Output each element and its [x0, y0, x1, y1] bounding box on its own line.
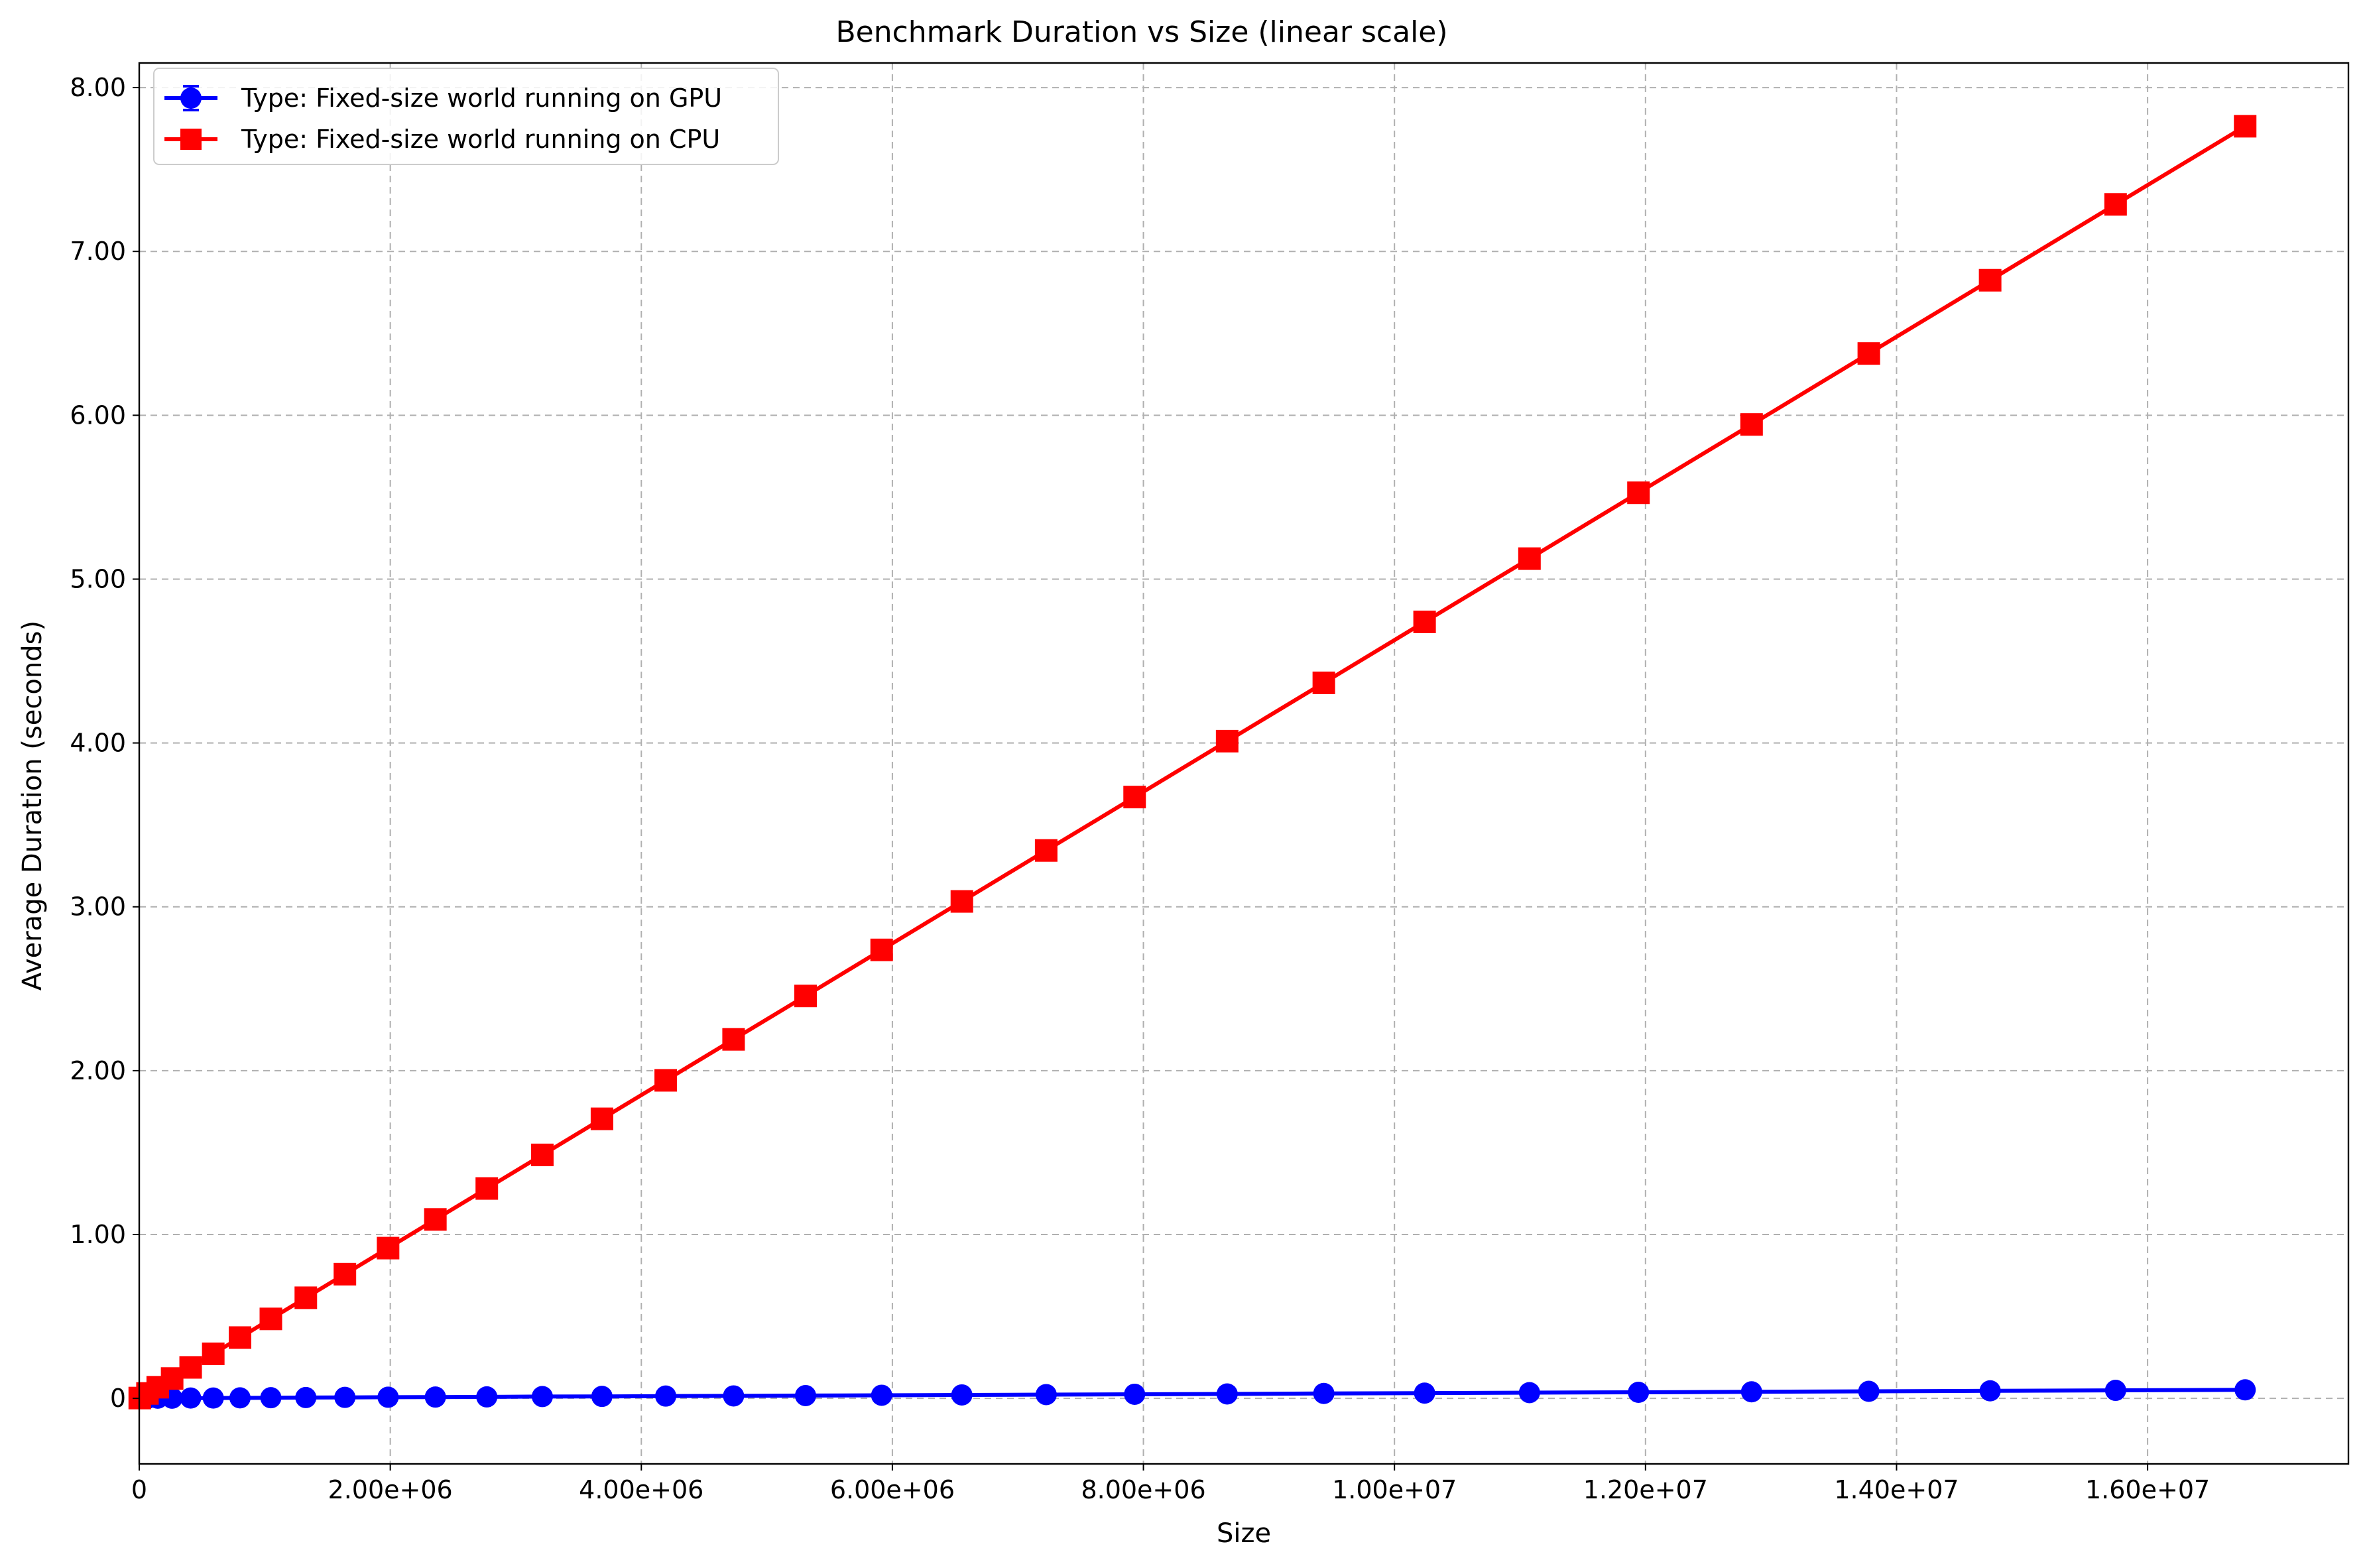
cpu-data-point[interactable]	[228, 1326, 251, 1349]
legend-box	[153, 68, 779, 165]
gpu-data-point[interactable]	[229, 1387, 251, 1409]
cpu-data-point[interactable]	[590, 1107, 613, 1130]
gpu-data-point[interactable]	[2104, 1380, 2126, 1402]
gpu-data-point[interactable]	[377, 1386, 399, 1408]
legend-cpu-label: Type: Fixed-size world running on CPU	[241, 125, 720, 154]
cpu-data-point[interactable]	[794, 985, 817, 1008]
cpu-data-point[interactable]	[1518, 547, 1541, 570]
gpu-data-point[interactable]	[1979, 1380, 2001, 1402]
x-tick-label: 0	[131, 1475, 147, 1504]
gpu-data-point[interactable]	[1313, 1382, 1335, 1404]
axis-ticks: 0 2.00e+06 4.00e+06 6.00e+06 8.00e+06 1.00e+0…	[70, 73, 2210, 1504]
gpu-data-point[interactable]	[1858, 1380, 1880, 1402]
y-tick-label: 0	[110, 1384, 126, 1413]
x-axis-label: Size	[1217, 1518, 1271, 1549]
cpu-data-point[interactable]	[424, 1208, 447, 1231]
gpu-data-point[interactable]	[1518, 1382, 1540, 1404]
plot-frame	[138, 62, 2350, 1465]
gpu-data-point[interactable]	[794, 1384, 816, 1406]
gpu-data-point[interactable]	[295, 1386, 317, 1408]
x-tick-label: 6.00e+06	[830, 1475, 955, 1504]
legend-entry-gpu[interactable]: Type: Fixed-size world running on GPU	[164, 84, 722, 113]
cpu-data-point[interactable]	[475, 1177, 499, 1200]
y-tick-label: 2.00	[70, 1056, 126, 1085]
gpu-data-point[interactable]	[1740, 1381, 1762, 1403]
y-axis-label: Average Duration (seconds)	[17, 621, 48, 991]
cpu-data-point[interactable]	[259, 1307, 282, 1331]
legend-gpu-circle-marker	[180, 88, 202, 109]
x-tick-label: 4.00e+06	[579, 1475, 703, 1504]
y-tick-label: 7.00	[70, 237, 126, 266]
gpu-data-point[interactable]	[531, 1386, 553, 1408]
cpu-data-point[interactable]	[1857, 342, 1880, 365]
chart-title: Benchmark Duration vs Size (linear scale…	[835, 15, 1447, 49]
series-layer	[128, 115, 2257, 1410]
x-tick-label: 1.60e+07	[2085, 1475, 2210, 1504]
gpu-data-point[interactable]	[334, 1386, 356, 1408]
gpu-data-point[interactable]	[260, 1387, 282, 1409]
legend-gpu-label: Type: Fixed-size world running on GPU	[241, 84, 722, 113]
cpu-data-point[interactable]	[1978, 269, 2002, 292]
gpu-data-point[interactable]	[476, 1386, 498, 1408]
cpu-data-point[interactable]	[722, 1028, 745, 1051]
gpu-data-point[interactable]	[1414, 1382, 1435, 1404]
cpu-data-point[interactable]	[950, 890, 973, 913]
cpu-data-point[interactable]	[1123, 786, 1146, 809]
cpu-data-point[interactable]	[1034, 839, 1058, 862]
cpu-data-point[interactable]	[179, 1356, 202, 1379]
gpu-data-point[interactable]	[1035, 1384, 1057, 1406]
cpu-data-point[interactable]	[654, 1069, 678, 1092]
cpu-data-point[interactable]	[870, 938, 893, 961]
cpu-data-point[interactable]	[294, 1286, 318, 1309]
legend-entry-cpu[interactable]: Type: Fixed-size world running on CPU	[164, 125, 720, 154]
cpu-data-point[interactable]	[2104, 193, 2127, 216]
gpu-data-point[interactable]	[1628, 1382, 1650, 1404]
gpu-data-point[interactable]	[655, 1385, 677, 1407]
y-tick-label: 8.00	[70, 73, 126, 102]
x-tick-label: 1.20e+07	[1583, 1475, 1708, 1504]
cpu-data-point[interactable]	[2234, 115, 2257, 138]
gpu-data-point[interactable]	[871, 1384, 892, 1406]
y-tick-label: 5.00	[70, 564, 126, 593]
y-tick-label: 4.00	[70, 729, 126, 758]
y-tick-label: 3.00	[70, 892, 126, 922]
x-tick-label: 1.00e+07	[1332, 1475, 1457, 1504]
gpu-data-point[interactable]	[180, 1387, 202, 1409]
gpu-data-point[interactable]	[1216, 1383, 1238, 1405]
gpu-data-point[interactable]	[202, 1387, 224, 1409]
grid-lines	[139, 63, 2348, 1464]
cpu-data-point[interactable]	[1312, 671, 1335, 694]
y-tick-label: 1.00	[70, 1220, 126, 1249]
cpu-data-point[interactable]	[377, 1236, 400, 1260]
gpu-data-point[interactable]	[723, 1385, 745, 1407]
cpu-data-point[interactable]	[1413, 610, 1436, 633]
legend: Type: Fixed-size world running on GPU Ty…	[153, 68, 779, 165]
legend-cpu-square-marker	[180, 129, 202, 150]
gpu-data-point[interactable]	[951, 1384, 973, 1406]
gpu-data-point[interactable]	[424, 1386, 446, 1408]
cpu-data-point[interactable]	[1215, 729, 1239, 753]
x-tick-label: 1.40e+07	[1834, 1475, 1959, 1504]
cpu-data-point[interactable]	[334, 1262, 357, 1286]
gpu-data-point[interactable]	[2234, 1379, 2256, 1401]
x-tick-label: 2.00e+06	[328, 1475, 453, 1504]
cpu-data-point[interactable]	[202, 1342, 225, 1365]
gpu-data-point[interactable]	[591, 1386, 613, 1408]
y-tick-label: 6.00	[70, 400, 126, 430]
x-tick-label: 8.00e+06	[1081, 1475, 1205, 1504]
cpu-data-point[interactable]	[1627, 481, 1650, 505]
series-cpu	[128, 115, 2257, 1410]
cpu-data-point[interactable]	[530, 1143, 554, 1166]
cpu-data-point[interactable]	[1740, 413, 1763, 436]
gpu-data-point[interactable]	[1124, 1383, 1146, 1405]
